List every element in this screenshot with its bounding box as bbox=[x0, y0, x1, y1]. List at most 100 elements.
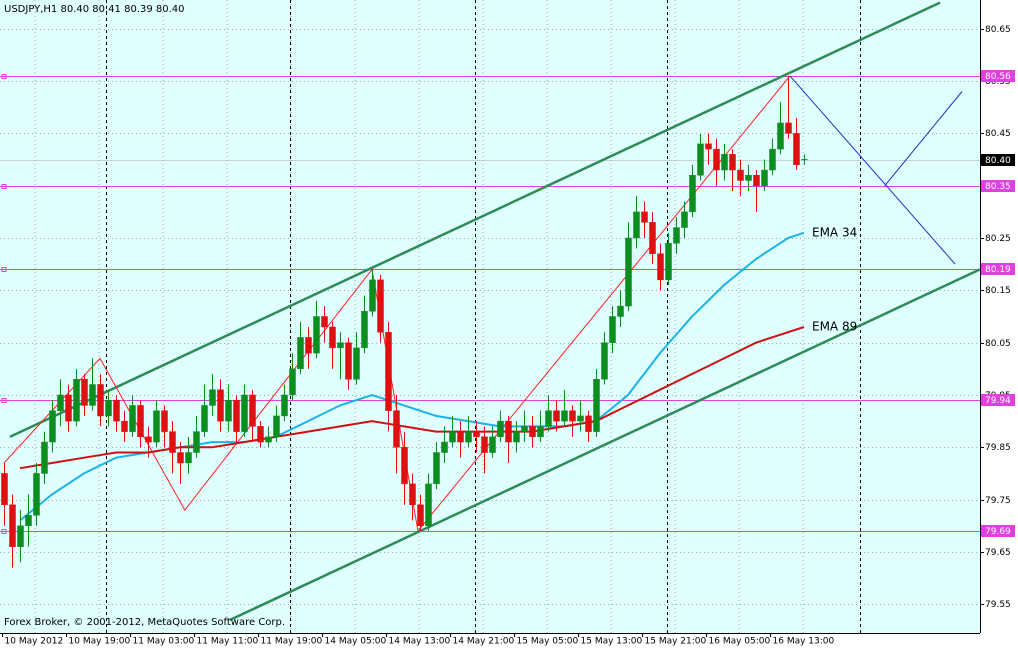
candle-body bbox=[353, 347, 360, 380]
candle-body bbox=[617, 305, 624, 317]
x-tick-label: 11 May 03:00 bbox=[133, 637, 195, 647]
candle-body bbox=[761, 169, 768, 186]
candle-body bbox=[689, 175, 696, 213]
x-tick-label: 16 May 05:00 bbox=[709, 637, 771, 647]
x-tick-label: 10 May 2012 bbox=[5, 637, 64, 647]
candle-body bbox=[553, 410, 560, 422]
candle-body bbox=[593, 379, 600, 432]
x-tick-label: 15 May 13:00 bbox=[581, 637, 643, 647]
y-tick-label: 79.85 bbox=[985, 443, 1011, 453]
candle-body bbox=[185, 452, 192, 464]
candle-body bbox=[433, 452, 440, 485]
x-tick-label: 15 May 21:00 bbox=[645, 637, 707, 647]
candle-body bbox=[89, 384, 96, 406]
level-label-box bbox=[981, 394, 1015, 406]
candle-body bbox=[129, 405, 136, 432]
x-tick-label: 10 May 19:00 bbox=[69, 637, 131, 647]
candle-body bbox=[49, 410, 56, 443]
candle-body bbox=[609, 316, 616, 343]
candle-body bbox=[209, 389, 216, 406]
candle-body bbox=[601, 342, 608, 380]
candle-body bbox=[81, 379, 88, 406]
x-tick-label: 11 May 11:00 bbox=[197, 637, 259, 647]
y-tick-label: 79.75 bbox=[985, 496, 1011, 506]
candle-body bbox=[97, 384, 104, 417]
candle-body bbox=[577, 415, 584, 422]
trendline bbox=[9, 1, 941, 438]
level-label-box bbox=[981, 525, 1015, 537]
candle-body bbox=[673, 227, 680, 244]
candle-body bbox=[161, 410, 168, 432]
candle-body bbox=[449, 431, 456, 443]
candle-body bbox=[585, 415, 592, 432]
candle-body bbox=[321, 316, 328, 328]
plot-layer: EMA 34 EMA 89 bbox=[0, 1, 981, 622]
candle-body bbox=[497, 420, 504, 438]
candle-body bbox=[121, 420, 128, 432]
x-tick-label: 16 May 13:00 bbox=[773, 637, 835, 647]
level-label: 79.94 bbox=[985, 396, 1011, 406]
candle-body bbox=[361, 311, 368, 349]
x-tick-label: 14 May 21:00 bbox=[453, 637, 515, 647]
level-marker bbox=[1, 529, 7, 534]
candle-body bbox=[41, 441, 48, 474]
candle-body bbox=[113, 399, 120, 422]
candle-body bbox=[345, 342, 352, 380]
candle-body bbox=[105, 399, 112, 417]
candle-body bbox=[393, 410, 400, 448]
candle-body bbox=[641, 211, 648, 223]
candle-body bbox=[145, 436, 152, 443]
level-label: 80.19 bbox=[985, 265, 1011, 275]
current-price-box bbox=[981, 154, 1015, 166]
candle-body bbox=[305, 337, 312, 354]
candle-body bbox=[217, 389, 224, 422]
candle-body bbox=[681, 211, 688, 228]
candle-body bbox=[729, 154, 736, 171]
candle-body bbox=[513, 431, 520, 443]
candle-body bbox=[281, 394, 288, 417]
candle-body bbox=[537, 426, 544, 438]
candle-body bbox=[697, 143, 704, 176]
candle-body bbox=[337, 342, 344, 349]
level-label: 80.35 bbox=[985, 182, 1011, 192]
candle-body bbox=[521, 426, 528, 432]
level-label: 80.56 bbox=[985, 72, 1011, 82]
candle-body bbox=[233, 399, 240, 432]
level-label: 79.69 bbox=[985, 527, 1011, 537]
candle-body bbox=[793, 133, 800, 166]
candle-body bbox=[273, 415, 280, 438]
candle-body bbox=[57, 394, 64, 411]
candle-body bbox=[753, 175, 760, 186]
x-tick-label: 14 May 05:00 bbox=[325, 637, 387, 647]
candle-body bbox=[9, 504, 16, 547]
y-tick-label: 79.55 bbox=[985, 600, 1011, 610]
candle-body bbox=[777, 122, 784, 150]
candle-body bbox=[73, 379, 80, 422]
level-label-box bbox=[981, 180, 1015, 192]
candle-body bbox=[193, 431, 200, 453]
level-marker bbox=[1, 398, 7, 403]
candle-body bbox=[257, 426, 264, 443]
candle-body bbox=[169, 431, 176, 453]
candle-body bbox=[313, 316, 320, 354]
level-label-box bbox=[981, 70, 1015, 82]
candle-body bbox=[505, 420, 512, 443]
candle-body bbox=[377, 279, 384, 333]
candle-body bbox=[65, 394, 72, 422]
candle-body bbox=[401, 447, 408, 485]
candle-body bbox=[657, 253, 664, 281]
candle-body bbox=[417, 504, 424, 527]
chart-title: USDJPY,H1 80.40 80.41 80.39 80.40 bbox=[4, 4, 185, 15]
candle-body bbox=[721, 154, 728, 171]
candle-body bbox=[561, 410, 568, 422]
x-tick-label: 14 May 13:00 bbox=[389, 637, 451, 647]
candle-body bbox=[17, 525, 24, 547]
ema-line bbox=[19, 326, 805, 470]
y-tick-label: 80.15 bbox=[985, 286, 1011, 296]
candle-body bbox=[473, 431, 480, 438]
candle-body bbox=[153, 410, 160, 443]
candle-body bbox=[33, 473, 40, 516]
y-tick-label: 79.65 bbox=[985, 548, 1011, 558]
candle-body bbox=[489, 436, 496, 453]
